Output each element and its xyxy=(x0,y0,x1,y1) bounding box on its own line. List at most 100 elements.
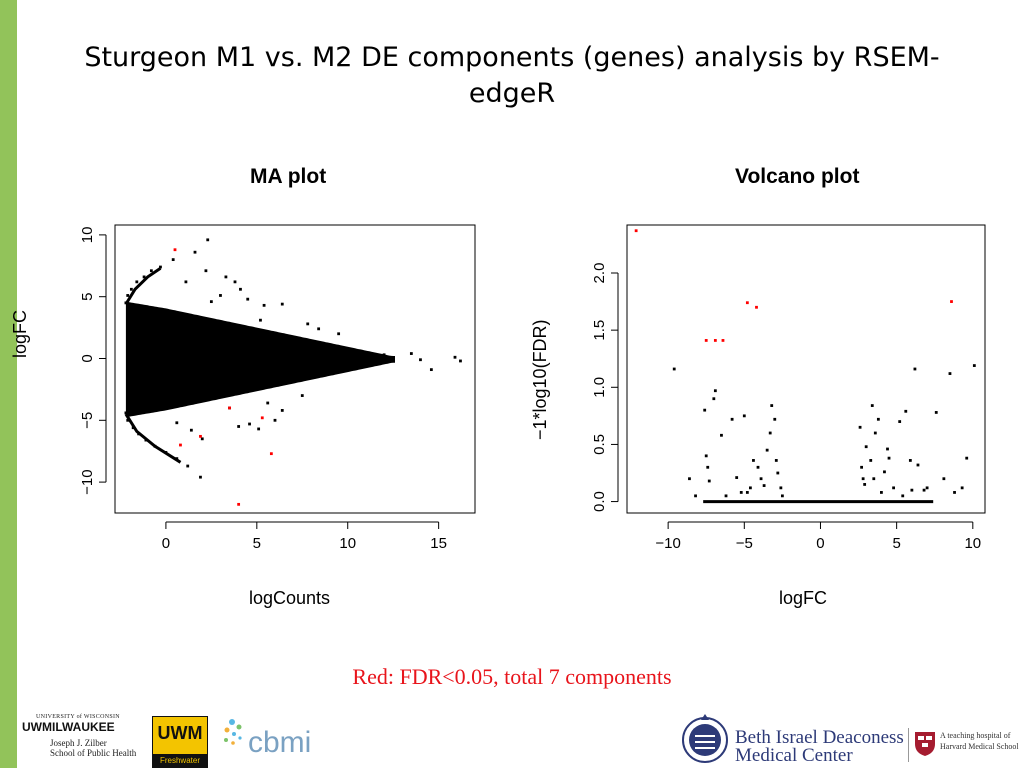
ma-point xyxy=(126,294,130,297)
volcano-point xyxy=(672,367,676,371)
volcano-point xyxy=(704,454,708,458)
ma-significant-point xyxy=(173,248,177,252)
ma-point xyxy=(233,280,237,284)
volcano-point xyxy=(720,433,723,437)
ma-point xyxy=(409,352,413,355)
ma-upper-band xyxy=(124,267,162,305)
uwm-logo: UNIVERSITY of WISCONSIN UWMILWAUKEE Jose… xyxy=(22,714,142,766)
volcano-x-tick-label: −5 xyxy=(736,535,753,552)
volcano-point xyxy=(776,471,780,475)
ma-significant-point xyxy=(199,434,202,438)
bidmc-name-line2: Medical Center xyxy=(735,745,853,766)
ma-point xyxy=(219,294,222,297)
volcano-point xyxy=(688,477,691,481)
volcano-point xyxy=(739,491,743,494)
volcano-plot-chart: −10 −5 0 5 10 0.0 0.5 1.0 1.5 2.0 xyxy=(591,224,986,552)
ma-point xyxy=(209,300,213,304)
ma-plot-chart: 0 5 10 15 −10 −5 0 5 10 xyxy=(79,224,476,552)
ma-point xyxy=(459,359,462,363)
ma-x-tick-label: 15 xyxy=(430,535,447,552)
volcano-point xyxy=(759,477,763,481)
ma-point xyxy=(419,358,422,362)
uwm-logo-small: UNIVERSITY of WISCONSIN xyxy=(36,714,120,720)
ma-x-tick-label: 0 xyxy=(162,535,170,552)
volcano-point xyxy=(762,484,766,487)
sidebar-accent xyxy=(0,0,17,768)
uwm-logo-name: UWMILWAUKEE xyxy=(22,720,115,734)
harvard-line2: Harvard Medical School xyxy=(940,742,1019,751)
ma-point xyxy=(204,269,208,273)
volcano-y-tick-label: 0.5 xyxy=(591,434,608,455)
volcano-point xyxy=(913,367,917,371)
ma-point xyxy=(186,464,190,468)
bidmc-seal-icon xyxy=(682,714,728,763)
volcano-x-tick-label: 10 xyxy=(964,535,981,552)
volcano-plot-y-label: −1*log10(FDR) xyxy=(530,319,550,440)
ma-point xyxy=(337,332,341,336)
ma-point xyxy=(248,422,251,426)
volcano-point xyxy=(712,397,716,401)
zilber-school-text: School of Public Health xyxy=(50,748,137,758)
volcano-point xyxy=(864,445,868,449)
cbmi-text: cbmi xyxy=(248,726,312,759)
ma-significant-point xyxy=(260,416,264,420)
volcano-x-tick-label: 0 xyxy=(816,535,824,552)
ma-point xyxy=(317,327,321,331)
ma-point xyxy=(239,287,242,291)
volcano-point xyxy=(861,477,865,481)
volcano-point xyxy=(770,404,774,407)
ma-point xyxy=(453,355,457,359)
volcano-point xyxy=(858,425,862,429)
volcano-point xyxy=(870,404,874,407)
ma-point xyxy=(300,394,304,397)
volcano-y-tick-label: 0.0 xyxy=(591,491,608,512)
volcano-point xyxy=(873,431,877,435)
ma-point xyxy=(257,427,261,431)
ma-point xyxy=(280,302,284,306)
ma-point xyxy=(193,250,197,254)
ma-x-tick-label: 10 xyxy=(339,535,356,552)
volcano-point xyxy=(948,372,952,375)
volcano-point xyxy=(898,420,902,423)
ma-point xyxy=(262,303,266,307)
ma-point xyxy=(131,426,135,430)
ma-point xyxy=(126,418,130,422)
volcano-x-tick-label: −10 xyxy=(655,535,680,552)
volcano-point xyxy=(745,491,749,494)
volcano-point xyxy=(886,447,889,451)
logo-divider xyxy=(908,728,909,762)
ma-point xyxy=(199,475,202,479)
volcano-point xyxy=(748,486,752,490)
ma-y-tick-label: 10 xyxy=(79,227,96,244)
cbmi-dots-icon xyxy=(224,719,242,745)
volcano-plot-title: Volcano plot xyxy=(735,165,860,188)
volcano-frame xyxy=(626,224,986,514)
ma-point xyxy=(149,269,153,273)
volcano-point xyxy=(773,417,777,421)
ma-point xyxy=(200,437,204,441)
volcano-significant-point xyxy=(713,339,717,342)
volcano-point xyxy=(742,414,746,418)
volcano-point xyxy=(863,483,867,486)
volcano-point xyxy=(953,491,956,494)
ma-point-cloud xyxy=(125,301,396,418)
ma-point xyxy=(124,301,128,305)
ma-point xyxy=(189,428,193,432)
volcano-point xyxy=(869,459,873,462)
volcano-point xyxy=(768,431,772,435)
ma-point xyxy=(237,425,241,428)
uwm-badge-text: UWM xyxy=(157,723,203,743)
volcano-point xyxy=(922,488,926,492)
volcano-point xyxy=(860,465,864,469)
uwm-badge-sub: Freshwater xyxy=(153,754,207,767)
ma-plot-x-label: logCounts xyxy=(249,588,331,608)
volcano-point xyxy=(904,409,908,413)
volcano-point xyxy=(942,477,946,481)
ma-point xyxy=(142,275,146,279)
ma-point xyxy=(175,457,179,461)
ma-point xyxy=(382,353,386,357)
ma-point xyxy=(144,438,148,442)
ma-point xyxy=(171,258,175,262)
ma-point xyxy=(224,275,228,279)
ma-point xyxy=(266,401,270,405)
